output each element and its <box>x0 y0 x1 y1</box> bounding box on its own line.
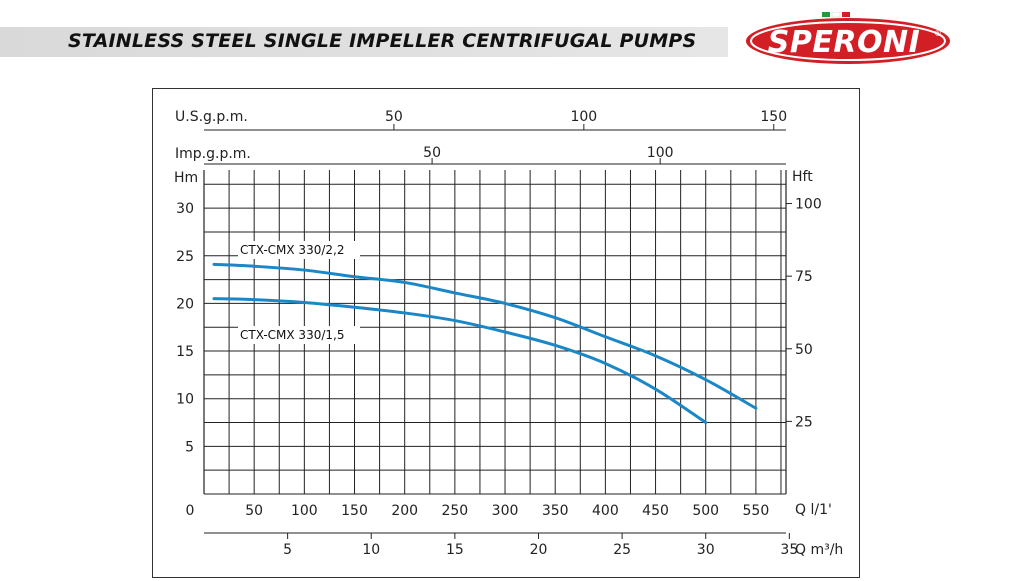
chart-frame <box>152 88 860 578</box>
speroni-logo: SPERONI ® <box>746 12 950 64</box>
m3h-tick-label: 10 <box>362 542 380 558</box>
logo-text: SPERONI <box>768 25 920 60</box>
q-lmin-tick-label: 450 <box>642 503 669 519</box>
q-lmin-tick-label: 250 <box>441 503 468 519</box>
hft-tick-label: 25 <box>795 414 813 430</box>
hm-tick-label: 10 <box>176 392 194 408</box>
q-lmin-tick-label: 550 <box>743 503 770 519</box>
m3h-tick-label: 20 <box>530 542 548 558</box>
curve-labels: CTX-CMX 330/2,2 CTX-CMX 330/1,5 <box>238 241 360 344</box>
usgpm-tick-label: 150 <box>760 109 787 125</box>
q-lmin-tick-label: 350 <box>542 503 569 519</box>
q-lmin-tick-label: 150 <box>341 503 368 519</box>
flag-white-stripe <box>831 12 841 18</box>
logo-registered-mark: ® <box>934 29 942 38</box>
curves <box>212 262 758 425</box>
usgpm-tick-label: 100 <box>570 109 597 125</box>
impgpm-axis-label: Imp.g.p.m. <box>175 146 251 162</box>
m3h-tick-label: 25 <box>613 542 631 558</box>
m3h-tick-label: 30 <box>697 542 715 558</box>
q-lmin-tick-label: 200 <box>391 503 418 519</box>
usgpm-tick-label: 50 <box>385 109 403 125</box>
hft-tick-label: 75 <box>795 269 813 285</box>
impgpm-tick-label: 100 <box>647 145 674 161</box>
hm-tick-label: 30 <box>176 201 194 217</box>
hm-tick-label: 20 <box>176 296 194 312</box>
series-line <box>212 297 708 425</box>
header-band <box>0 27 728 57</box>
hm-tick-label: 15 <box>176 344 194 360</box>
q-lmin-tick-label: 50 <box>245 503 263 519</box>
q-lmin-tick-label: 300 <box>492 503 519 519</box>
logo-oval <box>746 18 950 64</box>
hft-tick-label: 50 <box>795 342 813 358</box>
q-lmin-tick-label: 400 <box>592 503 619 519</box>
top-axes: U.S.g.p.m. Imp.g.p.m. <box>175 109 251 162</box>
series-label: CTX-CMX 330/1,5 <box>240 328 344 342</box>
flag-red-stripe <box>842 12 850 17</box>
q-lmin-axis-label: Q l/1' <box>795 502 832 518</box>
series-line <box>212 262 758 410</box>
hft-axis-label: Hft <box>792 169 813 185</box>
impgpm-tick-label: 50 <box>423 145 441 161</box>
m3h-tick-label: 15 <box>446 542 464 558</box>
hm-axis-label: Hm <box>174 170 198 186</box>
curve-label-background <box>238 241 360 259</box>
m3h-tick-label: 35 <box>780 542 798 558</box>
m3h-tick-label: 5 <box>283 542 292 558</box>
hm-tick-label: 5 <box>185 439 194 455</box>
q-lmin-tick-label: 100 <box>291 503 318 519</box>
logo-oval-ring <box>750 21 946 61</box>
hft-tick-label: 100 <box>795 197 822 213</box>
usgpm-axis-label: U.S.g.p.m. <box>175 109 248 125</box>
flag-green-stripe <box>822 12 830 17</box>
page-title: STAINLESS STEEL SINGLE IMPELLER CENTRIFU… <box>68 30 697 52</box>
q-m3h-axis-label: Q m³/h <box>795 542 843 558</box>
series-label: CTX-CMX 330/2,2 <box>240 243 344 257</box>
q-lmin-tick-label: 500 <box>692 503 719 519</box>
q-lmin-tick-label: 0 <box>186 503 195 519</box>
curve-label-background <box>238 326 360 344</box>
hm-tick-label: 25 <box>176 249 194 265</box>
